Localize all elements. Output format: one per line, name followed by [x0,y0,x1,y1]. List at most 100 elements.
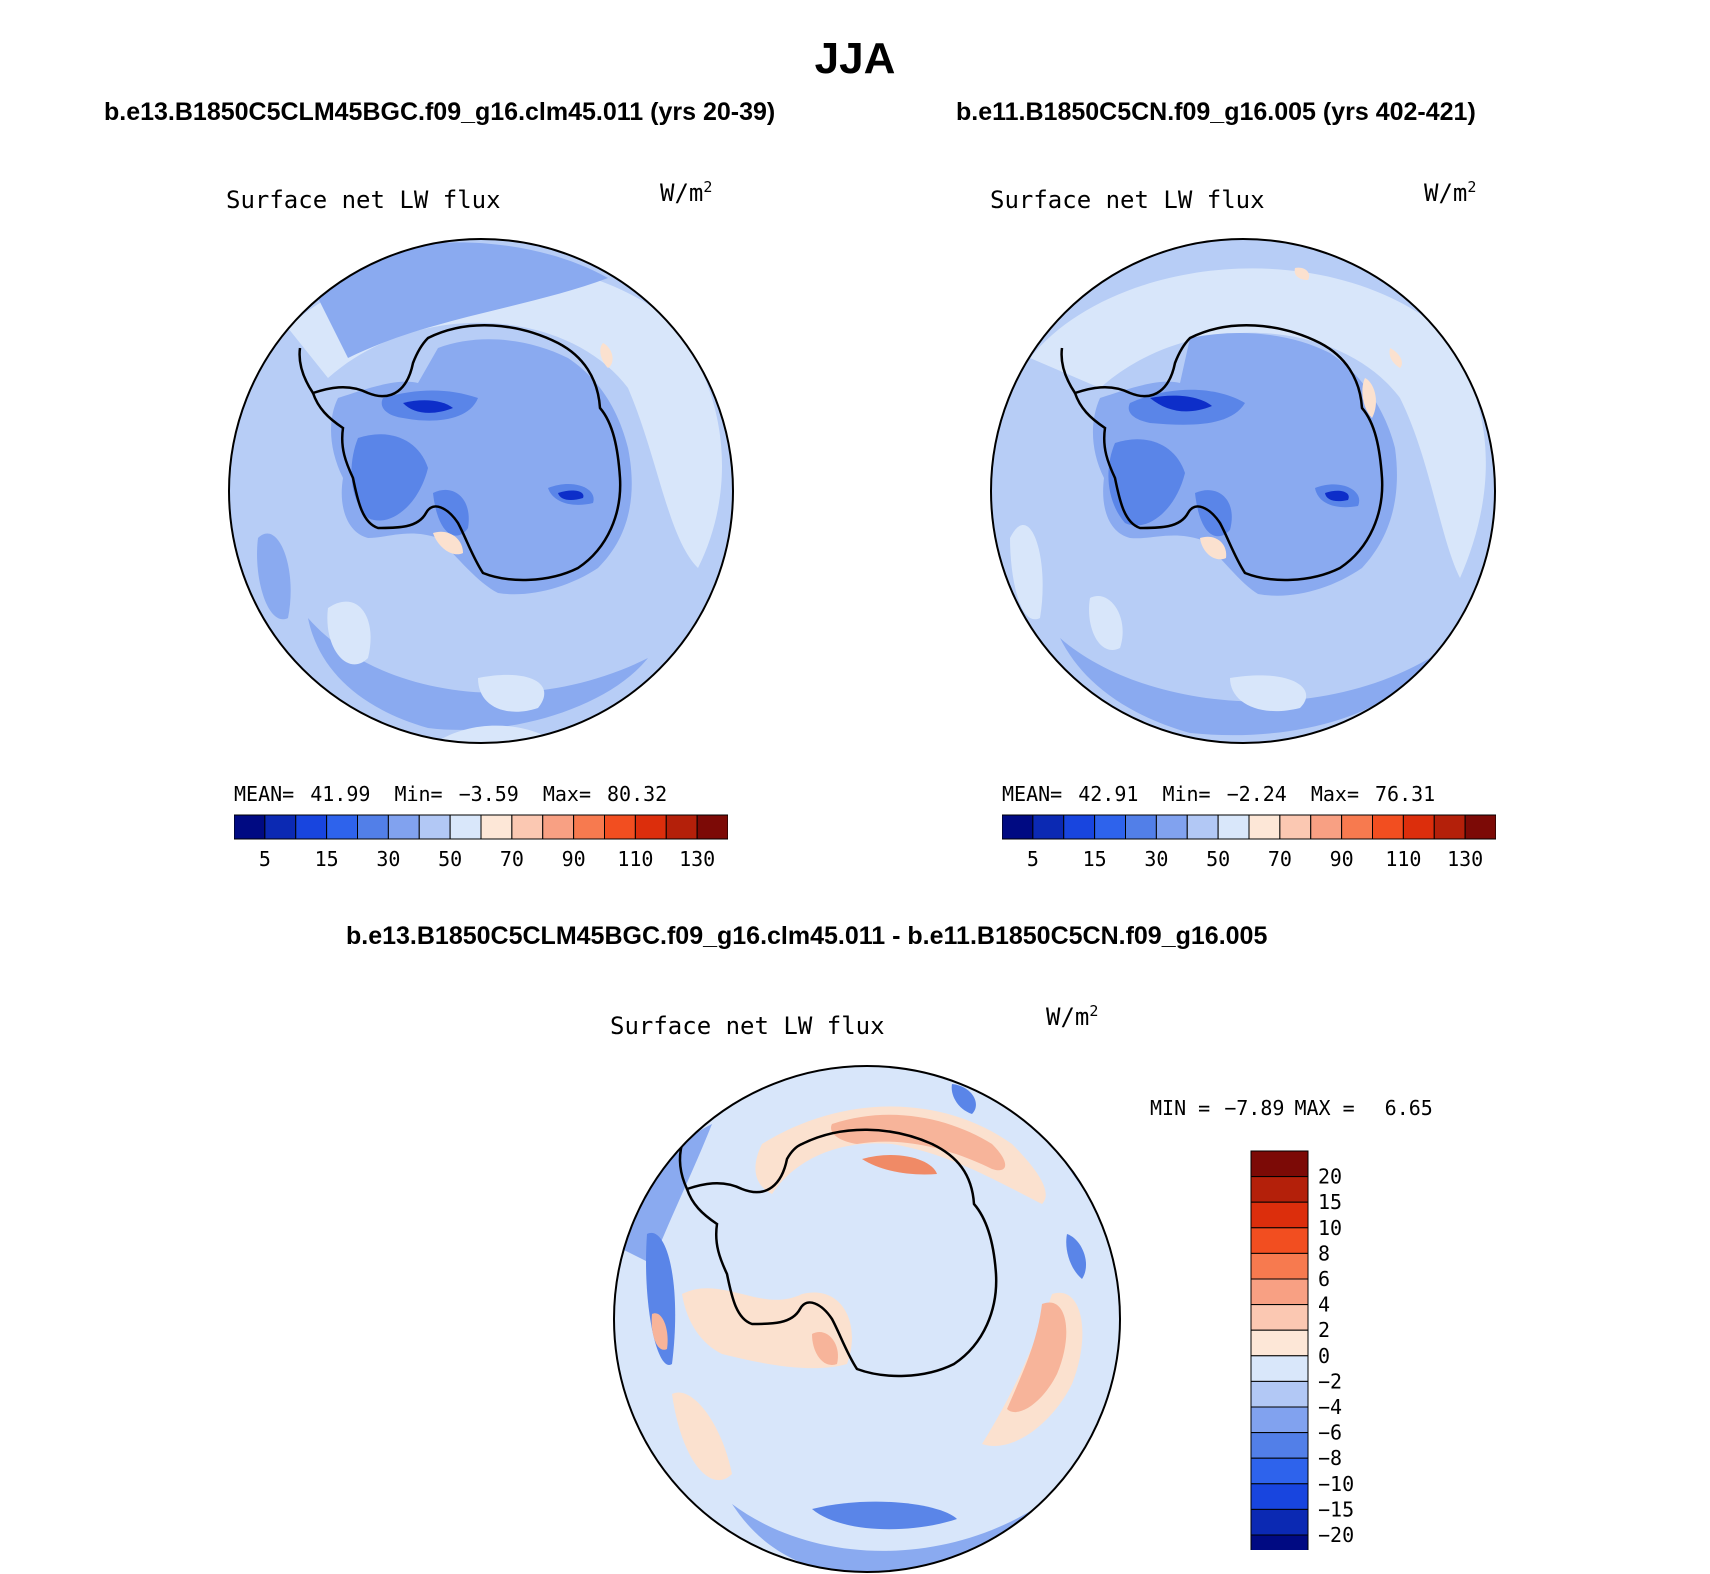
diff-variable-label: Surface net LW flux [610,1012,885,1040]
north-mid-band [308,242,608,358]
darkest-patch [558,490,584,501]
diff-units-label: W/m2 [1046,1002,1099,1031]
colorbar-swatch [1002,814,1034,840]
colorbar-swatch [1464,814,1496,840]
colorbar-swatch [1217,814,1250,840]
colorbar-swatch [1125,814,1157,840]
peach-patch [1294,267,1310,280]
colorbar-tick-label: 70 [500,847,524,871]
colorbar-swatch [1372,814,1404,840]
darkest-patch [1325,490,1349,502]
colorbar-swatch [1433,814,1466,840]
peninsula-coast [1060,347,1077,394]
colorbar-tick-label: −4 [1318,1395,1342,1419]
colorbar-swatch [1094,814,1126,840]
colorbar-swatch [604,814,636,840]
colorbar-swatch [326,814,358,840]
right-units-label: W/m2 [1424,178,1477,207]
south-pale-band [1010,525,1043,620]
colorbar-tick-label: −10 [1318,1472,1354,1496]
map-boundary [228,238,734,744]
colorbar-tick-label: 8 [1318,1241,1330,1265]
peach-patch [1362,378,1376,418]
colorbar-swatch [357,814,389,840]
deep-blue-patch [1108,439,1185,526]
colorbar-swatch [1250,1483,1309,1510]
salmon-patch [651,1313,668,1350]
colorbar-tick-label: −15 [1318,1497,1354,1521]
colorbar-tick-label: 130 [1447,847,1483,871]
colorbar-swatch [1250,1304,1309,1331]
colorbar-swatch [1250,1380,1309,1408]
colorbar-swatch [1250,1278,1309,1306]
colorbar-tick-label: 15 [1318,1190,1342,1214]
colorbar-tick-label: 15 [315,847,339,871]
left-polar-map [228,238,734,744]
south-mid-band [308,618,648,730]
colorbar-tick-label: 70 [1268,847,1292,871]
colorbar-tick-label: 110 [1385,847,1421,871]
colorbar-swatch [1250,1355,1309,1382]
colorbar-swatch [1063,814,1096,840]
salmon-east [1007,1302,1067,1413]
colorbar-tick-label: 30 [376,847,400,871]
colorbar-swatch [1250,1534,1309,1550]
colorbar-swatch [1248,814,1281,840]
colorbar-swatch [480,814,513,840]
peach-patch [433,531,463,555]
darkest-patch [1150,395,1212,412]
colorbar-swatch [264,814,297,840]
colorbar-swatch [696,814,728,840]
right-colorbar: 5 15 30 50 70 90 110 130 [1002,814,1496,871]
colorbar-tick-label: 6 [1318,1267,1330,1291]
right-polar-map [990,238,1496,744]
peach-west [682,1288,852,1369]
colorbar-tick-label: 90 [562,847,586,871]
colorbar-swatch [1186,814,1219,840]
peach-patch [600,343,613,368]
colorbar-swatch [1250,1329,1309,1357]
colorbar-swatch [234,814,266,840]
colorbar-tick-label: 10 [1318,1216,1342,1240]
colorbar-swatch [1250,1432,1309,1459]
colorbar-tick-label: 20 [1318,1165,1342,1189]
colorbar-swatch [1032,814,1065,840]
colorbar-swatch [1250,1252,1309,1280]
colorbar-swatch [1250,1227,1309,1254]
colorbar-tick-label: −6 [1318,1421,1342,1445]
figure-title: JJA [814,34,896,83]
colorbar-swatch [387,814,420,840]
left-case-title: b.e13.B1850C5CLM45BGC.f09_g16.clm45.011 … [104,98,776,126]
colorbar-swatch [1310,814,1343,840]
right-variable-label: Surface net LW flux [990,186,1265,214]
colorbar-swatch [1250,1457,1309,1485]
pale-patch [327,601,371,665]
pale-patch [1089,596,1123,650]
south-mid-band [1060,638,1430,736]
colorbar-tick-label: −2 [1318,1369,1342,1393]
colorbar-tick-label: 5 [259,847,271,871]
colorbar-tick-label: 2 [1318,1318,1330,1342]
colorbar-swatch [1250,1201,1309,1229]
colorbar-swatch [1341,814,1373,840]
peach-arc [755,1106,1046,1204]
colorbar-swatch [573,814,605,840]
pale-patch [1230,675,1307,712]
colorbar-tick-label: 110 [617,847,653,871]
left-units-label: W/m2 [660,178,713,207]
colorbar-swatch [1155,814,1188,840]
colorbar-tick-label: −8 [1318,1446,1342,1470]
peach-sw [672,1392,732,1481]
salmon-arc [831,1114,1006,1171]
colorbar-swatch [634,814,667,840]
colorbar-swatch [1250,1406,1309,1434]
right-stats: MEAN= 42.91 Min= −2.24 Max= 76.31 [1002,782,1436,806]
blue-streak [951,1084,976,1114]
antarctic-coastline [685,1128,998,1378]
left-stats: MEAN= 41.99 Min= −3.59 Max= 80.32 [234,782,668,806]
deep-blue-patch [351,434,428,521]
blue-streak [1066,1234,1087,1279]
colorbar-swatch [418,814,451,840]
colorbar-swatch [542,814,575,840]
